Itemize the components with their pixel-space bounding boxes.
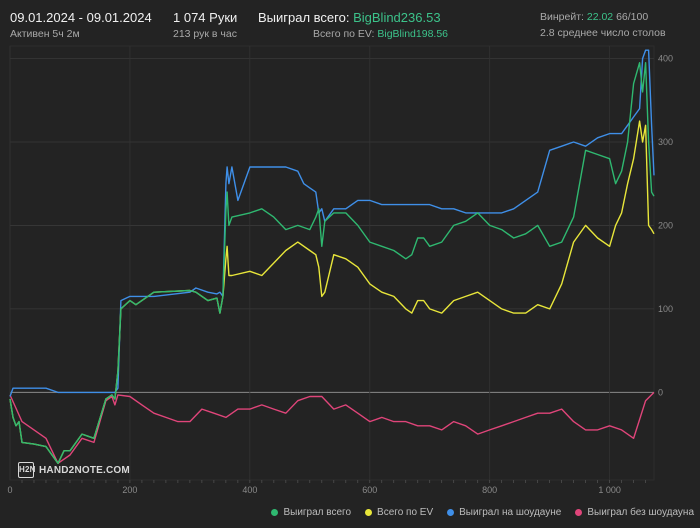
axis-labels: 0 100 200 300 400 0 200 400 600 800 1 000 <box>7 54 673 495</box>
legend: Выиграл всего Всего по EV Выиграл на шоу… <box>271 507 694 518</box>
legend-label-won: Выиграл всего <box>283 507 352 518</box>
legend-dot-won <box>271 509 279 516</box>
legend-item-won[interactable]: Выиграл всего <box>271 507 351 518</box>
avg-tables: 2.8 среднее число столов <box>540 27 666 39</box>
legend-dot-showdown <box>447 509 455 516</box>
legend-item-showdown[interactable]: Выиграл на шоудауне <box>447 507 561 518</box>
legend-item-ev[interactable]: Всего по EV <box>365 507 433 518</box>
hands-per-hour: 213 рук в час <box>173 28 237 40</box>
series-line-nonshowdown <box>9 391 655 464</box>
logo-mark: H2N <box>18 462 35 478</box>
y-tick-label: 0 <box>658 387 663 397</box>
legend-label-nonshowdown: Выиграл без шоудауна <box>587 507 694 518</box>
logo-text: HAND2NOTE.COM <box>39 464 130 476</box>
y-tick-label: 300 <box>658 137 673 147</box>
won-label: Выиграл всего: <box>258 10 350 25</box>
series-line-ev <box>9 120 655 464</box>
won-value: BigBlind236.53 <box>353 10 441 25</box>
x-tick-label: 0 <box>7 485 12 495</box>
winrate: Винрейт: 22.02 66/100 <box>540 11 648 23</box>
winrate-label: Винрейт: <box>540 11 584 23</box>
x-tick-label: 200 <box>122 485 137 495</box>
legend-label-showdown: Выиграл на шоудауне <box>459 507 562 518</box>
grid <box>9 45 655 481</box>
winrate-value: 22.02 <box>586 11 614 23</box>
y-tick-label: 400 <box>658 54 673 64</box>
y-tick-label: 200 <box>658 220 673 230</box>
legend-dot-nonshowdown <box>575 509 583 516</box>
hands-count: 1 074 Руки <box>173 10 238 25</box>
legend-label-ev: Всего по EV <box>377 507 434 518</box>
legend-dot-ev <box>365 509 373 516</box>
x-tick-label: 800 <box>482 485 497 495</box>
series-group <box>9 49 655 464</box>
series-line-showdown <box>9 49 655 397</box>
hand2note-logo: H2N HAND2NOTE.COM <box>18 462 130 478</box>
legend-item-nonshowdown[interactable]: Выиграл без шоудауна <box>575 507 694 518</box>
x-tick-label: 600 <box>362 485 377 495</box>
series-line-won <box>9 62 655 464</box>
ev-total: Всего по EV: BigBlind198.56 <box>313 28 448 40</box>
x-tick-label: 400 <box>242 485 257 495</box>
active-time: Активен 5ч 2м <box>10 28 80 40</box>
y-tick-label: 100 <box>658 304 673 314</box>
date-range: 09.01.2024 - 09.01.2024 <box>10 10 152 25</box>
x-tick-label: 1 000 <box>598 485 621 495</box>
stats-header: 09.01.2024 - 09.01.2024 Активен 5ч 2м 1 … <box>0 0 700 44</box>
ev-value: BigBlind198.56 <box>377 28 448 40</box>
winrate-rest: 66/100 <box>616 11 649 23</box>
won-total: Выиграл всего: BigBlind236.53 <box>258 10 441 25</box>
ev-label: Всего по EV: <box>313 28 375 40</box>
